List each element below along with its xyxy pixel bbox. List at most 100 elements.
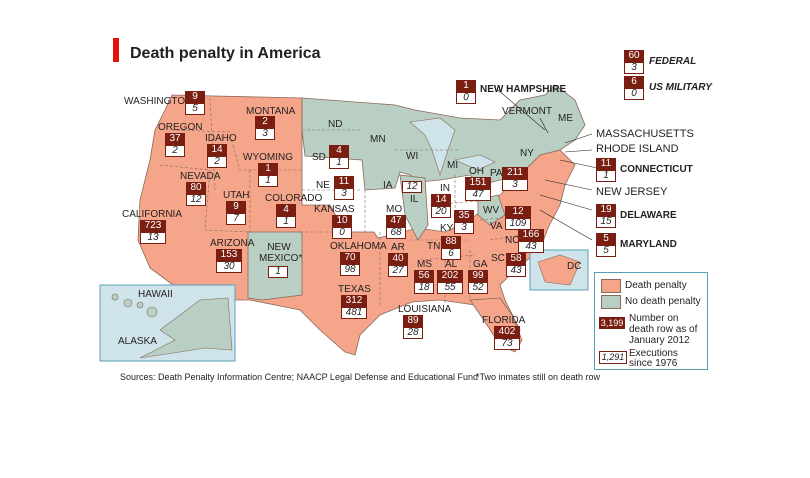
state-sd: SD: [312, 152, 326, 163]
badge-california: 723 13: [140, 220, 166, 244]
state-colorado: COLORADO: [265, 193, 323, 204]
state-vermont: VERMONT: [502, 106, 552, 117]
badge-ms: 56 18: [414, 270, 434, 294]
badge-tn: 88 6: [441, 236, 461, 260]
badge-ne: 11 3: [334, 176, 354, 200]
state-hawaii: HAWAII: [138, 289, 173, 300]
badge-in: 14 20: [431, 194, 451, 218]
great-lakes: [409, 117, 496, 176]
badge-oklahoma: 70 98: [340, 252, 360, 276]
badge-oregon: 37 2: [165, 133, 185, 157]
state-utah: UTAH: [223, 190, 250, 201]
state-washington: WASHINGTON: [124, 96, 193, 107]
badge-federal: 60 3: [624, 50, 644, 74]
label-us-military: US MILITARY: [649, 82, 712, 93]
legend-row-text-3: January 2012: [629, 335, 690, 346]
state-nevada: NEVADA: [180, 171, 221, 182]
badge-al: 202 55: [437, 270, 463, 294]
state-oklahoma: OKLAHOMA: [330, 241, 387, 252]
accent-tab: [113, 38, 119, 62]
state-nd: ND: [328, 119, 343, 130]
state-sc: SC: [491, 253, 505, 264]
badge-idaho: 14 2: [207, 144, 227, 168]
sources: Sources: Death Penalty Information Centr…: [120, 372, 479, 382]
legend-row-text-1: Number on: [629, 313, 679, 324]
badge-texas: 312 481: [341, 295, 367, 319]
footnote: *Two inmates still on death row: [476, 372, 601, 382]
badge-delaware: 19 15: [596, 204, 616, 228]
state-ny: NY: [520, 148, 534, 159]
state-ar: AR: [391, 242, 405, 253]
badge-oh: 151 47: [465, 177, 491, 201]
legend-swatch-death: [601, 279, 621, 293]
state-wv: WV: [483, 205, 500, 216]
label-rhode-island: RHODE ISLAND: [596, 143, 679, 155]
legend-swatch-no-death: [601, 295, 621, 309]
state-mi: MI: [447, 160, 459, 171]
state-pa: PA: [490, 168, 503, 179]
state-ia: IA: [383, 180, 393, 191]
badge-il: 12: [402, 181, 422, 193]
state-in: IN: [440, 183, 450, 194]
badge-va: 12 109: [505, 206, 531, 230]
state-montana: MONTANA: [246, 106, 296, 117]
badge-florida: 402 73: [494, 326, 520, 350]
state-kansas: KANSAS: [314, 204, 355, 215]
state-louisiana: LOUISIANA: [398, 304, 452, 315]
badge-new-mexico: 21: [268, 266, 288, 278]
badge-sc: 58 43: [506, 253, 526, 277]
state-oh: OH: [469, 166, 484, 177]
legend-death-penalty: Death penalty: [625, 280, 687, 291]
state-texas: TEXAS: [338, 284, 371, 295]
state-ms: MS: [417, 259, 432, 270]
badge-kansas: 10 0: [332, 215, 352, 239]
state-wyoming: WYOMING: [243, 152, 293, 163]
state-nc: NC: [505, 235, 520, 246]
state-me: ME: [558, 113, 573, 124]
badge-nc: 166 43: [518, 229, 544, 253]
label-federal: FEDERAL: [649, 56, 697, 67]
badge-louisiana: 89 28: [403, 315, 423, 339]
state-new-mexico: NEW MEXICO*: [259, 242, 303, 264]
legend-exec-sample: 1,291: [599, 351, 627, 364]
legend-exec-text-1: Executions: [629, 348, 678, 359]
state-arizona: ARIZONA: [210, 238, 255, 249]
label-massachusetts: MASSACHUSETTS: [596, 128, 694, 140]
label-delaware: DELAWARE: [620, 210, 677, 221]
state-tn: TN: [427, 241, 441, 252]
legend-exec-text-2: since 1976: [629, 358, 678, 369]
state-va: VA: [490, 221, 503, 232]
state-wi: WI: [406, 151, 419, 162]
state-mo: MO: [386, 204, 403, 215]
badge-ar: 40 27: [388, 253, 408, 277]
state-alaska: ALASKA: [118, 336, 157, 347]
label-new-jersey: NEW JERSEY: [596, 186, 668, 198]
legend-row-text-2: death row as of: [629, 324, 698, 335]
map-title: Death penalty in America: [130, 45, 321, 62]
no-dp-wv: [477, 194, 506, 226]
badge-arizona: 153 30: [216, 249, 242, 273]
state-al: AL: [445, 259, 458, 270]
state-dc: DC: [567, 261, 582, 272]
state-oregon: OREGON: [158, 122, 203, 133]
legend-no-death-penalty: No death penalty: [625, 296, 701, 307]
state-il: IL: [410, 194, 419, 205]
badge-ky: 35 3: [454, 210, 474, 234]
legend-row-sample: 3,199: [599, 317, 625, 329]
badge-connecticut: 11 1: [596, 158, 616, 182]
label-connecticut: CONNECTICUT: [620, 164, 693, 175]
state-idaho: IDAHO: [205, 133, 237, 144]
label-maryland: MARYLAND: [620, 239, 677, 250]
state-california: CALIFORNIA: [122, 209, 183, 220]
badge-ga: 99 52: [468, 270, 488, 294]
state-mn: MN: [370, 134, 386, 145]
